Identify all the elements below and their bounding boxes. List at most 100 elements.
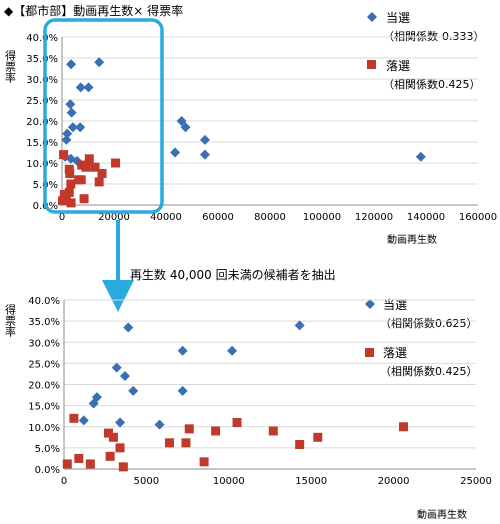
chart2-y-tick-label: 20.0% bbox=[28, 381, 60, 392]
chart1-point-win bbox=[66, 107, 77, 118]
chart1-point-win bbox=[94, 57, 105, 68]
chart2-point-win bbox=[119, 371, 130, 382]
chart1-point-win bbox=[75, 122, 86, 133]
chart1-point-lose bbox=[59, 190, 69, 199]
chart2-point-lose bbox=[199, 457, 209, 467]
chart1-x-tick-label: 0 bbox=[59, 212, 65, 223]
chart1-x-tick-label: 20000 bbox=[98, 212, 130, 223]
chart1-y-tick-label: 10.0% bbox=[26, 159, 58, 170]
chart1-legend: 当選 （相関係数-0.333） 落選 （相関係数0.425） bbox=[367, 11, 484, 91]
chart1-point-lose bbox=[90, 162, 100, 172]
chart1-x-axis-label: 動画再生数 bbox=[387, 233, 437, 246]
chart1-legend-lose-marker bbox=[367, 60, 376, 69]
chart2-point-lose bbox=[295, 439, 305, 449]
chart2-point-lose bbox=[164, 438, 174, 448]
chart1-point-win bbox=[200, 149, 210, 160]
chart1-point-lose bbox=[97, 169, 107, 178]
chart2-point-win bbox=[111, 362, 122, 373]
chart2-point-lose bbox=[398, 422, 408, 432]
figure-heading: ◆【都市部】動画再生数× 得票率 bbox=[4, 3, 183, 18]
chart2-point-lose bbox=[69, 413, 79, 423]
chart1-legend-win-label: 当選 bbox=[386, 11, 410, 25]
chart2-x-tick-label: 25000 bbox=[460, 476, 492, 487]
chart2-point-win bbox=[115, 417, 126, 428]
chart2-point-lose bbox=[313, 432, 323, 442]
chart2-point-win bbox=[154, 419, 165, 430]
chart1-point-win bbox=[62, 128, 73, 139]
chart1-point-lose bbox=[111, 158, 121, 168]
chart2-point-lose bbox=[211, 426, 221, 436]
chart2-y-tick-label: 15.0% bbox=[28, 402, 60, 413]
chart1-point-lose bbox=[59, 150, 69, 160]
chart2-point-lose bbox=[105, 451, 115, 461]
chart2-point-lose bbox=[184, 424, 194, 434]
chart2-point-lose bbox=[74, 453, 84, 463]
chart2-point-lose bbox=[103, 428, 113, 438]
chart2-legend: 当選 （相関係数0.625） 落選 （相関係数0.425） bbox=[365, 298, 478, 378]
chart2-legend-lose-label: 落選 bbox=[383, 346, 407, 360]
chart2-x-tick-label: 20000 bbox=[378, 476, 410, 487]
chart1-point-lose bbox=[76, 175, 86, 185]
chart1-point-win bbox=[170, 147, 181, 158]
chart2-x-tick-label: 10000 bbox=[213, 476, 245, 487]
scatter-chart-bottom: 得票率 動画再生数 当選 （相関係数0.625） 落選 （相関係数0.425） … bbox=[4, 296, 492, 521]
chart2-y-tick-label: 30.0% bbox=[28, 338, 60, 349]
chart1-point-win bbox=[415, 151, 426, 162]
chart2-point-win bbox=[78, 415, 89, 426]
chart1-y-tick-label: 40.0% bbox=[26, 33, 58, 44]
chart1-y-tick-label: 20.0% bbox=[26, 117, 58, 128]
chart1-point-win bbox=[65, 99, 76, 110]
chart1-point-lose bbox=[66, 198, 76, 208]
filter-caption: 再生数 40,000 回未満の候補者を抽出 bbox=[130, 267, 336, 282]
chart1-x-tick-label: 140000 bbox=[407, 212, 445, 223]
chart2-y-tick-label: 35.0% bbox=[28, 317, 60, 328]
chart1-y-tick-label: 35.0% bbox=[26, 54, 58, 65]
chart1-point-win bbox=[180, 122, 191, 133]
chart1-point-win bbox=[61, 134, 72, 145]
chart2-y-tick-label: 40.0% bbox=[28, 296, 60, 307]
chart1-point-lose bbox=[65, 169, 75, 178]
chart2-y-axis-label: 得票率 bbox=[4, 304, 17, 338]
chart1-x-tick-label: 60000 bbox=[202, 212, 234, 223]
chart1-legend-win-marker bbox=[367, 12, 377, 22]
chart1-point-lose bbox=[64, 187, 74, 197]
chart2-legend-win-note: （相関係数0.625） bbox=[380, 317, 478, 330]
chart2-legend-lose-note: （相関係数0.425） bbox=[380, 365, 478, 378]
chart2-point-win bbox=[294, 320, 305, 331]
chart1-point-win bbox=[200, 134, 210, 145]
chart2-point-win bbox=[123, 322, 134, 333]
chart2-legend-lose-marker bbox=[365, 348, 374, 357]
chart1-point-win bbox=[67, 122, 78, 133]
chart1-x-tick-label: 40000 bbox=[150, 212, 182, 223]
chart1-point-lose bbox=[58, 196, 68, 206]
chart2-point-lose bbox=[108, 432, 118, 442]
chart1-y-axis-label: 得票率 bbox=[4, 50, 17, 84]
chart2-x-axis-label: 動画再生数 bbox=[417, 508, 467, 521]
chart2-point-lose bbox=[118, 462, 128, 472]
chart1-x-tick-label: 100000 bbox=[303, 212, 341, 223]
chart2-point-win bbox=[227, 345, 238, 356]
chart2-legend-win-marker bbox=[365, 299, 375, 309]
chart2-y-tick-label: 25.0% bbox=[28, 359, 60, 370]
chart1-point-lose bbox=[94, 177, 104, 187]
chart2-point-lose bbox=[115, 443, 125, 453]
chart1-y-tick-label: 25.0% bbox=[26, 96, 58, 107]
chart2-point-win bbox=[177, 345, 188, 356]
chart1-point-lose bbox=[81, 162, 91, 172]
chart2-y-tick-label: 0.0% bbox=[35, 465, 60, 476]
chart1-x-tick-label: 120000 bbox=[355, 212, 393, 223]
chart1-x-tick-label: 80000 bbox=[254, 212, 286, 223]
chart1-y-tick-label: 30.0% bbox=[26, 75, 58, 86]
chart1-point-win bbox=[66, 59, 77, 70]
chart2-point-win bbox=[88, 398, 99, 409]
chart1-point-win bbox=[176, 116, 187, 126]
chart1-x-tick-label: 160000 bbox=[459, 212, 497, 223]
chart2-legend-win-label: 当選 bbox=[383, 298, 407, 312]
chart2-y-tick-label: 5.0% bbox=[35, 444, 60, 455]
chart2-point-lose bbox=[232, 418, 242, 428]
highlight-region-box bbox=[43, 18, 164, 214]
chart1-legend-lose-label: 落選 bbox=[386, 59, 410, 73]
chart2-x-tick-label: 5000 bbox=[134, 476, 159, 487]
chart2-x-tick-label: 0 bbox=[61, 476, 67, 487]
